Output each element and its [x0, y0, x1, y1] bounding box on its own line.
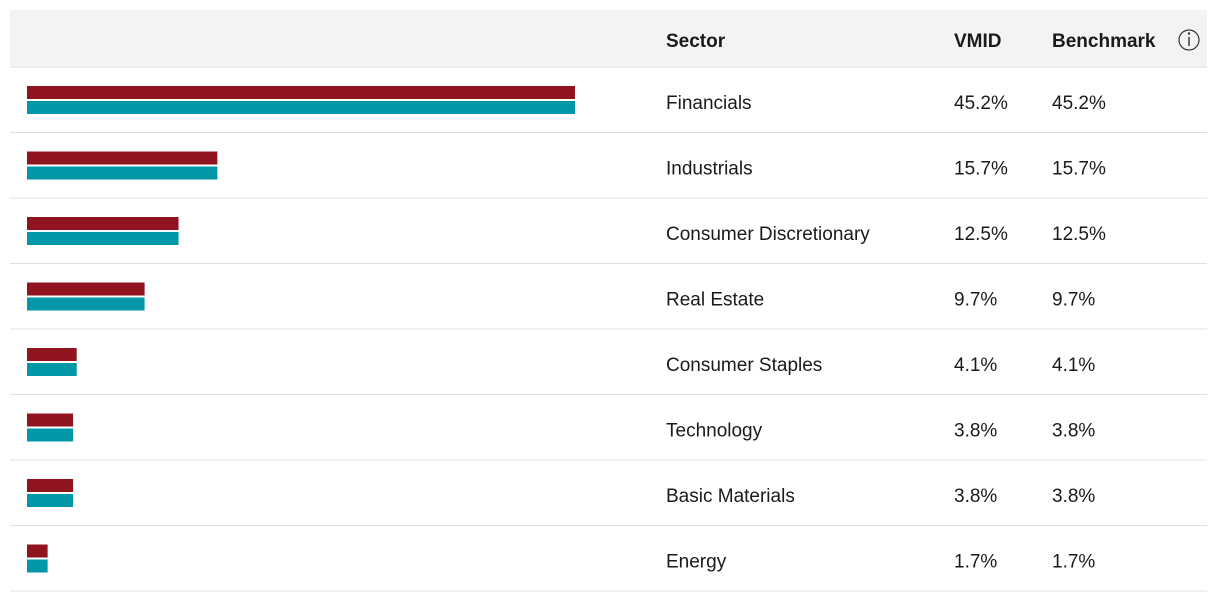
column-header: Benchmark [1052, 31, 1156, 52]
sector-label: Real Estate [666, 289, 764, 310]
value-label: 3.8% [954, 420, 997, 441]
value-label: 12.5% [1052, 224, 1106, 245]
sector-label: Industrials [666, 158, 753, 179]
bar [27, 282, 145, 296]
bar [27, 348, 77, 361]
bar [27, 559, 48, 573]
value-label: 3.8% [1052, 486, 1095, 507]
bar [27, 86, 575, 99]
sector-label: Energy [666, 551, 727, 572]
bar [27, 166, 218, 180]
value-label: 4.1% [1052, 355, 1095, 376]
value-label: 9.7% [954, 289, 997, 310]
bar [27, 428, 74, 442]
info-icon[interactable] [1178, 29, 1200, 51]
bar [27, 494, 74, 507]
value-label: 45.2% [1052, 93, 1106, 114]
sector-label: Technology [666, 420, 763, 441]
value-label: 15.7% [954, 158, 1008, 179]
bar [27, 413, 74, 427]
bar [27, 151, 218, 165]
value-label: 1.7% [954, 551, 997, 572]
bar [27, 232, 179, 245]
header-background [10, 10, 1207, 67]
bar [27, 217, 179, 230]
value-label: 4.1% [954, 355, 997, 376]
value-label: 3.8% [1052, 420, 1095, 441]
bar [27, 297, 145, 311]
sector-label: Financials [666, 93, 752, 114]
column-header: VMID [954, 31, 1002, 52]
sector-label: Basic Materials [666, 486, 795, 507]
value-label: 9.7% [1052, 289, 1095, 310]
bar [27, 363, 77, 376]
value-label: 15.7% [1052, 158, 1106, 179]
sector-label: Consumer Discretionary [666, 224, 870, 245]
value-label: 12.5% [954, 224, 1008, 245]
bar [27, 479, 74, 492]
bar [27, 101, 575, 114]
bar [27, 544, 48, 558]
value-label: 45.2% [954, 93, 1008, 114]
sector-label: Consumer Staples [666, 355, 822, 376]
column-header: Sector [666, 31, 726, 52]
value-label: 1.7% [1052, 551, 1095, 572]
value-label: 3.8% [954, 486, 997, 507]
